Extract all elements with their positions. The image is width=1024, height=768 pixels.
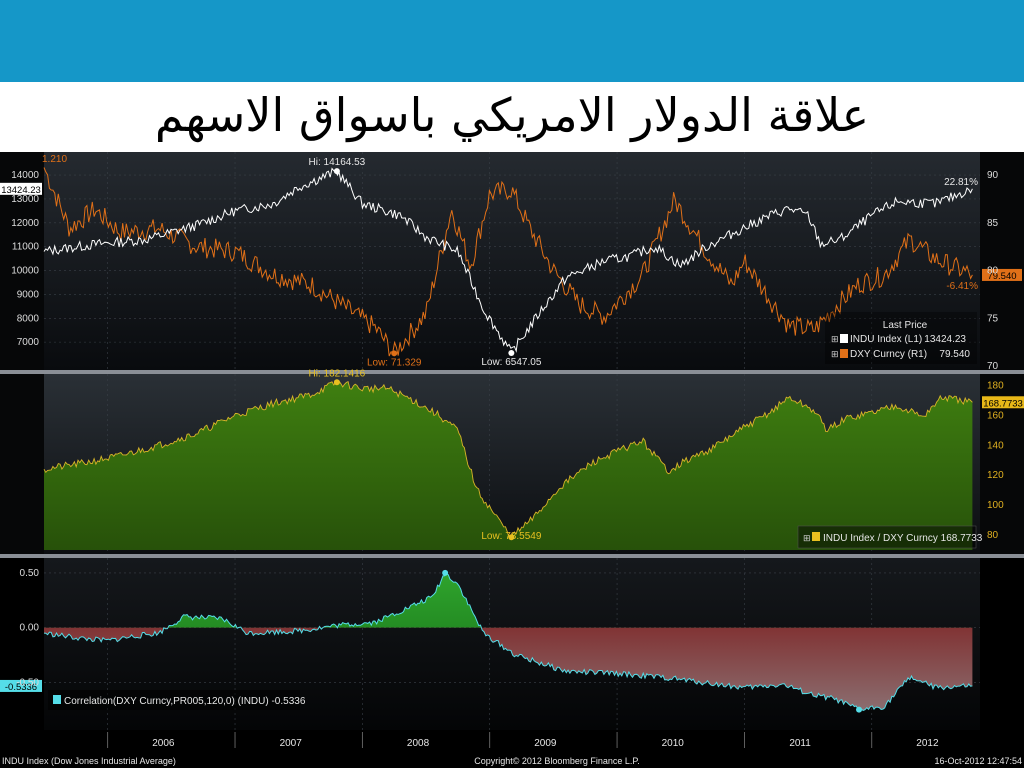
top-left-tick-label: 12000 <box>11 218 39 229</box>
legend-dxy-value: 79.540 <box>939 349 970 360</box>
top-legend: Last Price ⊞ INDU Index (L1) 13424.23 ⊞ … <box>825 312 977 364</box>
footer-security-name: INDU Index (Dow Jones Industrial Average… <box>2 756 176 766</box>
top-left-tick-label: 10000 <box>11 266 39 277</box>
legend-swatch-dxy <box>840 349 848 358</box>
dxy-low-label: Low: 71.329 <box>367 357 422 368</box>
bloomberg-chart: Hi: 14164.53 Low: 71.329 Low: 6547.05 1.210… <box>0 152 1024 768</box>
ratio-last-price-text: 168.7733 <box>983 398 1023 409</box>
top-legend-box <box>825 312 977 364</box>
middle-right-tick-label: 160 <box>987 410 1004 421</box>
correlation-negative-fill <box>44 627 973 711</box>
indu-last-price-text: 13424.23 <box>1 185 41 196</box>
title-bar <box>0 82 1024 152</box>
top-right-tick-label: 80 <box>987 266 999 277</box>
bottom-left-tick-label: 0.50 <box>20 568 40 579</box>
ratio-last-price-tag <box>982 396 1024 409</box>
x-axis-strip <box>0 730 1024 768</box>
panel-divider <box>0 554 1024 558</box>
dxy-last-price-text: 79.540 <box>987 271 1016 282</box>
top-right-tick-label: 85 <box>987 218 999 229</box>
chart-marks: Hi: 14164.53 Low: 71.329 Low: 6547.05 1.210… <box>0 154 1024 713</box>
indu-low-marker <box>508 349 515 356</box>
middle-right-tick-label: 120 <box>987 470 1004 481</box>
x-axis-year-label: 2012 <box>916 738 939 749</box>
top-banner <box>0 0 1024 82</box>
axes: 7000 8000 9000 10000 11000 12000 13000 14000 70 7… <box>11 170 1004 749</box>
ratio-area-fill <box>44 381 973 550</box>
dxy-series-line <box>43 167 973 357</box>
dxy-low-marker <box>391 350 398 357</box>
indu-series-line <box>43 167 973 353</box>
x-axis-year-label: 2011 <box>789 738 811 749</box>
ratio-low-marker <box>508 534 515 541</box>
ratio-high-label: Hi: 182.1416 <box>309 368 366 379</box>
correlation-last-value-text: -0.5336 <box>5 682 37 693</box>
middle-legend: ⊞ INDU Index / DXY Curncy 168.7733 <box>797 525 983 549</box>
middle-right-tick-label: 100 <box>987 500 1004 511</box>
correlation-series-line <box>43 572 973 711</box>
indu-pct-change-label: 22.81% <box>944 177 978 188</box>
legend-dxy-name: DXY Curncy (R1) <box>850 349 927 360</box>
legend-correlation-text: Correlation(DXY Curncy,PR005,120,0) (IND… <box>64 696 306 707</box>
legend-swatch-correlation <box>53 695 61 704</box>
correlation-low-marker <box>856 706 863 713</box>
top-legend-header: Last Price <box>883 320 928 331</box>
top-left-tick-label: 9000 <box>17 289 40 300</box>
top-right-tick-label: 90 <box>987 170 999 181</box>
top-left-tick-label: 14000 <box>11 170 39 181</box>
ratio-high-marker <box>333 379 340 386</box>
footer-timestamp: 16-Oct-2012 12:47:54 <box>934 756 1022 766</box>
bottom-legend-box <box>48 690 300 710</box>
legend-ratio-text: INDU Index / DXY Curncy 168.7733 <box>823 533 983 544</box>
top-right-tick-label: 70 <box>987 361 999 372</box>
top-left-tick-label: 13000 <box>11 194 39 205</box>
legend-toggle-icon[interactable]: ⊞ <box>831 349 839 359</box>
x-axis-year-label: 2008 <box>407 738 430 749</box>
ratio-low-label: Low: 78.5549 <box>481 531 541 542</box>
legend-swatch-ratio <box>812 532 820 541</box>
top-right-tick-label: 75 <box>987 313 999 324</box>
legend-swatch-indu <box>840 334 848 343</box>
x-axis-year-label: 2010 <box>662 738 685 749</box>
indu-high-marker <box>333 168 340 175</box>
x-axis-year-label: 2009 <box>534 738 557 749</box>
indu-high-label: Hi: 14164.53 <box>309 157 366 168</box>
middle-right-tick-label: 80 <box>987 530 999 541</box>
top-left-tick-label: 11000 <box>12 242 40 253</box>
bottom-left-tick-label: -0.50 <box>16 677 39 688</box>
x-axis-year-label: 2006 <box>152 738 175 749</box>
x-axis-year-label: 2007 <box>280 738 303 749</box>
legend-indu-value: 13424.23 <box>924 334 966 345</box>
dxy-last-price-tag <box>982 268 1022 281</box>
indu-last-price-tag <box>0 182 42 195</box>
indu-low-label: Low: 6547.05 <box>481 357 541 368</box>
legend-toggle-icon[interactable]: ⊞ <box>803 533 811 543</box>
correlation-high-marker <box>442 569 449 576</box>
dxy-start-label: 1.210 <box>42 154 67 165</box>
correlation-last-value-tag <box>0 679 42 692</box>
ratio-series-line <box>43 380 973 540</box>
panel-divider <box>0 370 1024 374</box>
bottom-legend: Correlation(DXY Curncy,PR005,120,0) (IND… <box>48 690 306 710</box>
middle-legend-box <box>797 525 977 549</box>
top-left-tick-label: 8000 <box>17 313 40 324</box>
bottom-left-tick-label: 0.00 <box>20 623 40 634</box>
footer-copyright: Copyright© 2012 Bloomberg Finance L.P. <box>474 756 640 766</box>
slide-title: علاقة الدولار الامريكي باسواق الاسهم <box>154 88 870 142</box>
top-panel-plot-area <box>44 152 980 370</box>
middle-right-tick-label: 140 <box>987 440 1004 451</box>
legend-indu-name: INDU Index (L1) <box>850 334 922 345</box>
correlation-positive-fill <box>168 573 482 628</box>
legend-toggle-icon[interactable]: ⊞ <box>831 334 839 344</box>
top-left-tick-label: 7000 <box>17 337 40 348</box>
middle-right-tick-label: 180 <box>987 380 1004 391</box>
dxy-pct-change-label: -6.41% <box>946 281 978 292</box>
